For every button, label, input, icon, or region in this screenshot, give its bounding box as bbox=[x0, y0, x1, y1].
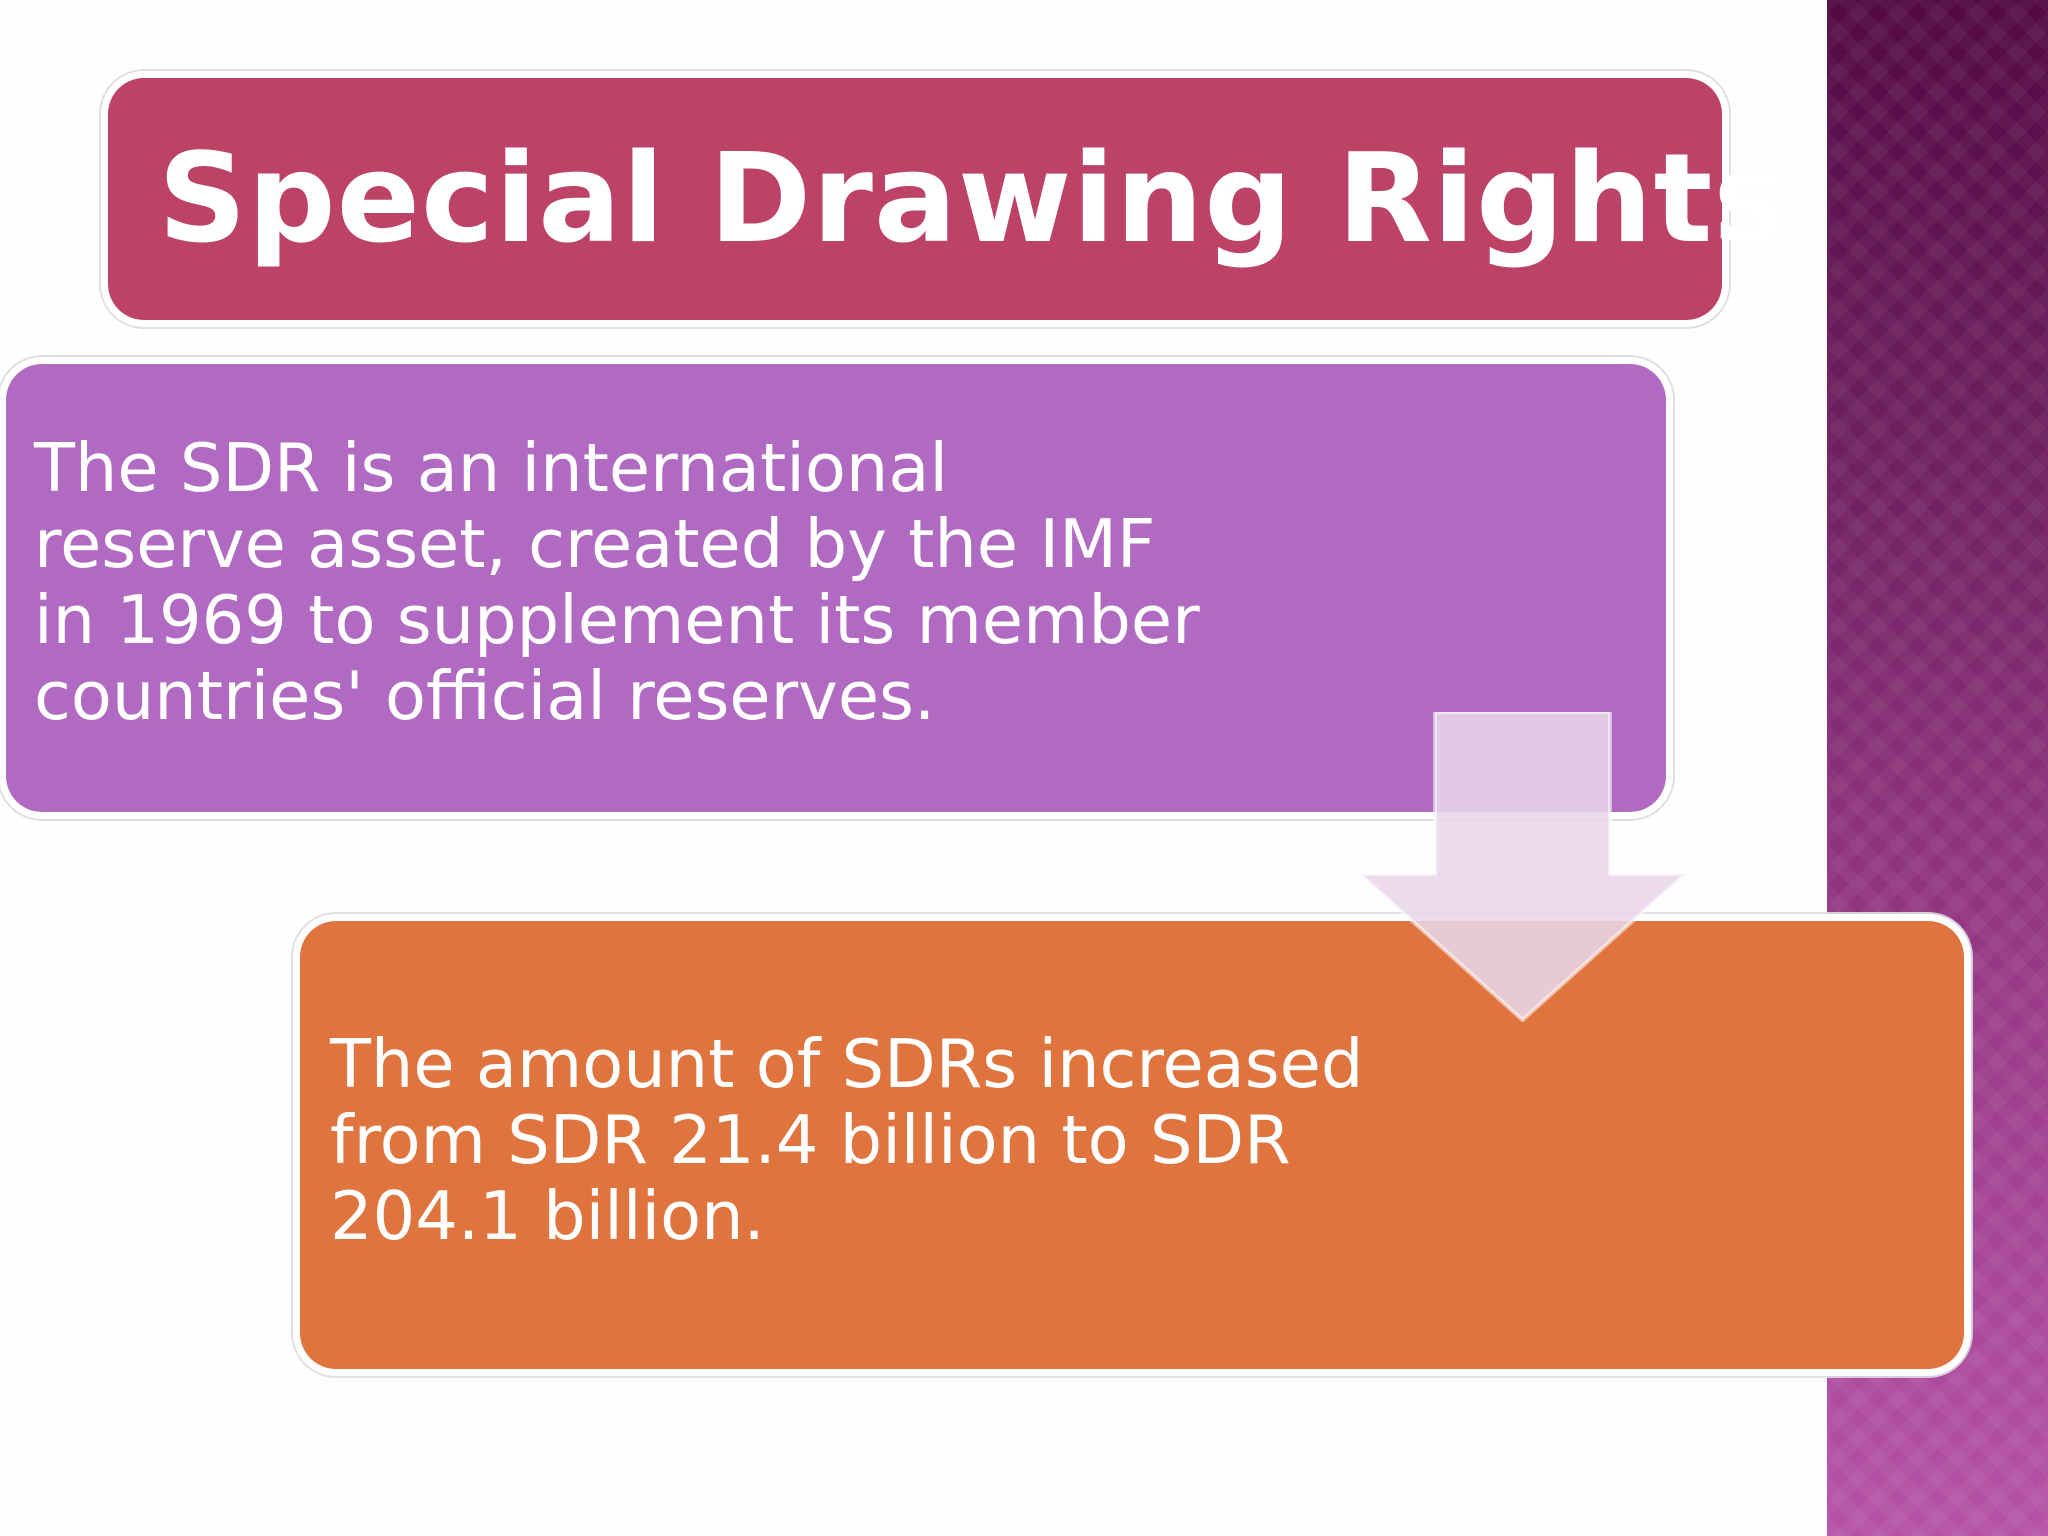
step-2-line: 204.1 billion. bbox=[330, 1177, 765, 1255]
step-1-box bbox=[6, 364, 1666, 812]
step-2-text: The amount of SDRs increased from SDR 21… bbox=[330, 1026, 1430, 1254]
step-1-line: The SDR is an international bbox=[34, 429, 948, 507]
slide-title: Special Drawing Rights bbox=[158, 127, 1788, 271]
step-2-line: The amount of SDRs increased bbox=[330, 1025, 1364, 1103]
step-1-line: in 1969 to supplement its member bbox=[34, 581, 1200, 659]
step-1-line: countries' official reserves. bbox=[34, 657, 936, 735]
step-2-box bbox=[300, 921, 1964, 1369]
step-2-line: from SDR 21.4 billion to SDR bbox=[330, 1101, 1291, 1179]
step-1-text: The SDR is an international reserve asse… bbox=[34, 430, 1234, 734]
title-box: Special Drawing Rights bbox=[108, 78, 1787, 320]
step-1-line: reserve asset, created by the IMF bbox=[34, 505, 1156, 583]
down-arrow-icon bbox=[1360, 712, 1685, 1022]
